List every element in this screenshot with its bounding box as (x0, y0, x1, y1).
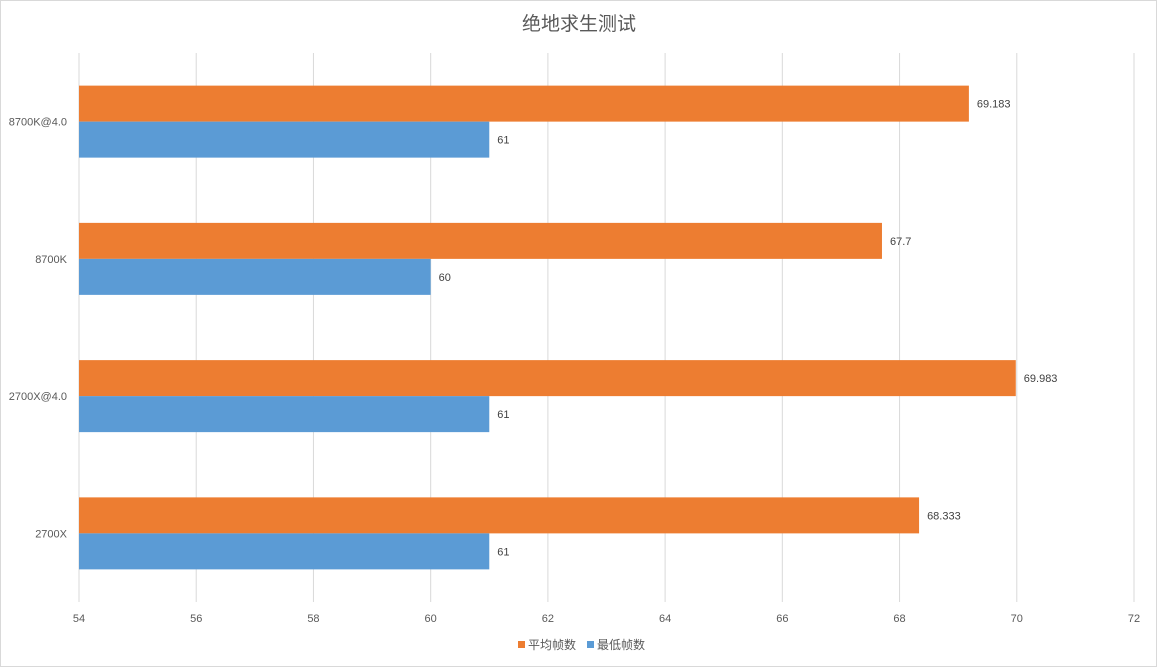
x-tick-label: 60 (425, 613, 437, 625)
data-label: 61 (497, 546, 509, 558)
x-axis-ticks: 54 56 58 60 62 64 66 68 70 72 (73, 613, 1140, 625)
x-tick-label: 58 (307, 613, 319, 625)
bars (79, 85, 1016, 570)
legend-label-average: 平均帧数 (528, 637, 576, 652)
chart-title: 绝地求生测试 (522, 13, 636, 35)
category-label: 2700X@4.0 (9, 391, 67, 403)
data-label: 67.7 (890, 236, 911, 248)
category-label: 8700K (35, 254, 67, 266)
legend-swatch-minimum (587, 641, 594, 648)
bar-minimum (79, 396, 490, 433)
x-tick-label: 66 (776, 613, 788, 625)
bar-minimum (79, 258, 431, 295)
data-label: 68.333 (927, 510, 961, 522)
data-label: 60 (439, 272, 451, 284)
category-label: 2700X (35, 528, 67, 540)
x-tick-label: 62 (542, 613, 554, 625)
x-tick-label: 56 (190, 613, 202, 625)
x-tick-label: 68 (893, 613, 905, 625)
data-label: 61 (497, 135, 509, 147)
data-label: 69.183 (977, 99, 1011, 111)
data-label: 69.983 (1024, 373, 1058, 385)
bar-minimum (79, 121, 490, 158)
y-axis-categories: 8700K@4.0 8700K 2700X@4.0 2700X (9, 117, 68, 541)
bar-average (79, 85, 969, 122)
legend-label-minimum: 最低帧数 (597, 637, 645, 652)
data-label: 61 (497, 409, 509, 421)
bar-average (79, 222, 882, 259)
legend-swatch-average (518, 641, 525, 648)
x-tick-label: 54 (73, 613, 85, 625)
bar-minimum (79, 533, 490, 570)
x-tick-label: 64 (659, 613, 671, 625)
x-tick-label: 72 (1128, 613, 1140, 625)
bar-average (79, 497, 920, 534)
data-labels: 69.183 61 67.7 60 69.983 61 68.333 61 (439, 99, 1058, 559)
legend: 平均帧数 最低帧数 (518, 637, 645, 652)
bar-average (79, 360, 1016, 397)
x-tick-label: 70 (1011, 613, 1023, 625)
category-label: 8700K@4.0 (9, 117, 67, 129)
